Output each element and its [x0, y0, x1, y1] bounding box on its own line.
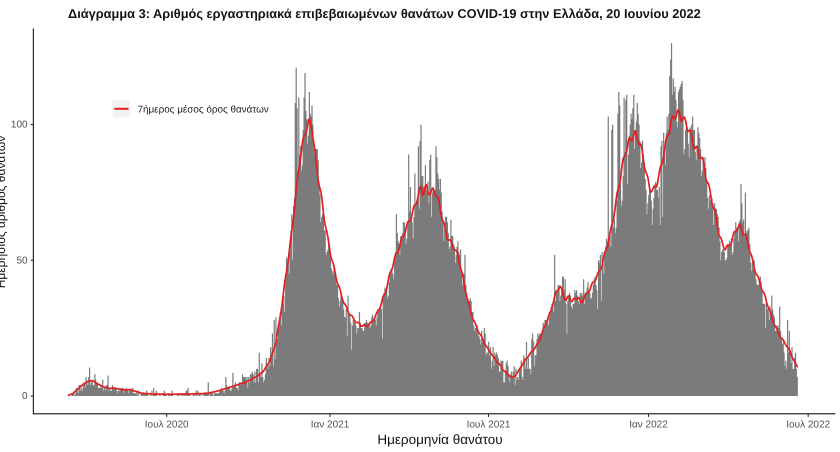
- svg-text:Ιαν 2021: Ιαν 2021: [311, 419, 350, 430]
- svg-text:50: 50: [16, 255, 28, 266]
- svg-text:Ιουλ 2022: Ιουλ 2022: [786, 419, 830, 430]
- svg-text:Διάγραμμα 3: Αριθμός εργαστηρι: Διάγραμμα 3: Αριθμός εργαστηριακά επιβεβ…: [68, 6, 701, 21]
- svg-text:Ιαν 2022: Ιαν 2022: [629, 419, 668, 430]
- svg-text:7ήμερος μέσος όρος θανάτων: 7ήμερος μέσος όρος θανάτων: [138, 104, 269, 115]
- svg-text:100: 100: [11, 120, 28, 131]
- svg-text:0: 0: [22, 391, 28, 402]
- svg-text:Ιουλ 2021: Ιουλ 2021: [467, 419, 511, 430]
- svg-text:Ημερομηνία θανάτου: Ημερομηνία θανάτου: [377, 432, 502, 447]
- svg-text:Ιουλ 2020: Ιουλ 2020: [145, 419, 189, 430]
- svg-text:Ημερήσιος αριθμός θανάτων: Ημερήσιος αριθμός θανάτων: [0, 136, 8, 289]
